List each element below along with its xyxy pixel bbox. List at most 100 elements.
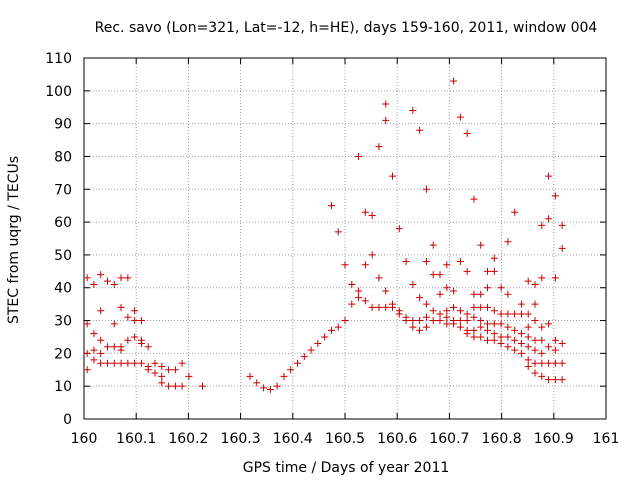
data-points <box>83 77 566 393</box>
data-point <box>158 362 166 370</box>
data-point <box>463 317 471 325</box>
data-point <box>416 317 424 325</box>
data-point <box>124 336 132 344</box>
data-point <box>382 303 390 311</box>
data-point <box>422 300 430 308</box>
data-point <box>524 323 532 331</box>
data-point <box>253 379 261 387</box>
data-point <box>463 310 471 318</box>
data-point <box>551 274 559 282</box>
data-point <box>117 303 125 311</box>
data-point <box>90 356 98 364</box>
data-point <box>429 241 437 249</box>
data-point <box>334 323 342 331</box>
data-point <box>131 333 139 341</box>
data-point <box>273 382 281 390</box>
data-point <box>171 366 179 374</box>
data-point <box>103 359 111 367</box>
data-point <box>450 303 458 311</box>
data-point <box>416 126 424 134</box>
y-tick-label: 30 <box>54 314 72 330</box>
data-point <box>314 340 322 348</box>
data-point <box>497 333 505 341</box>
data-point <box>538 274 546 282</box>
data-point <box>517 300 525 308</box>
data-point <box>409 323 417 331</box>
x-axis-label: GPS time / Days of year 2011 <box>243 460 450 476</box>
data-point <box>436 317 444 325</box>
data-point <box>531 346 539 354</box>
data-point <box>524 277 532 285</box>
data-point <box>409 317 417 325</box>
data-point <box>517 310 525 318</box>
x-tick-label: 160 <box>71 431 98 447</box>
y-tick-label: 20 <box>54 346 72 362</box>
data-point <box>443 320 451 328</box>
data-point <box>538 221 546 229</box>
data-point <box>382 100 390 108</box>
y-tick-label: 10 <box>54 379 72 395</box>
data-point <box>409 280 417 288</box>
data-point <box>348 300 356 308</box>
data-point <box>484 320 492 328</box>
data-point <box>131 359 139 367</box>
data-point <box>511 326 519 334</box>
data-point <box>524 310 532 318</box>
y-tick-label: 60 <box>54 215 72 231</box>
data-point <box>545 320 553 328</box>
y-tick-label: 80 <box>54 149 72 165</box>
data-point <box>341 261 349 269</box>
data-point <box>538 372 546 380</box>
data-point <box>131 317 139 325</box>
data-point <box>361 297 369 305</box>
data-point <box>504 310 512 318</box>
x-tick-label: 160.4 <box>273 431 313 447</box>
data-point <box>490 267 498 275</box>
data-point <box>124 274 132 282</box>
data-point <box>361 261 369 269</box>
data-point <box>327 326 335 334</box>
data-point <box>450 320 458 328</box>
data-point <box>551 376 559 384</box>
data-point <box>511 208 519 216</box>
data-point <box>389 172 397 180</box>
data-point <box>422 323 430 331</box>
data-point <box>402 317 410 325</box>
data-point <box>131 307 139 315</box>
data-point <box>490 307 498 315</box>
data-point <box>558 221 566 229</box>
data-point <box>97 307 105 315</box>
data-point <box>83 320 91 328</box>
data-point <box>558 376 566 384</box>
y-tick-label: 50 <box>54 248 72 264</box>
data-point <box>368 212 376 220</box>
y-tick-label: 90 <box>54 117 72 133</box>
data-point <box>103 277 111 285</box>
data-point <box>531 369 539 377</box>
data-point <box>416 326 424 334</box>
data-point <box>382 287 390 295</box>
data-point <box>477 241 485 249</box>
data-point <box>490 320 498 328</box>
data-point <box>165 366 173 374</box>
data-point <box>558 340 566 348</box>
data-point <box>484 284 492 292</box>
data-point <box>422 257 430 265</box>
data-point <box>456 307 464 315</box>
data-point <box>144 366 152 374</box>
data-point <box>504 290 512 298</box>
data-point <box>497 320 505 328</box>
y-tick-label: 70 <box>54 182 72 198</box>
data-point <box>341 317 349 325</box>
data-point <box>110 280 118 288</box>
data-point <box>436 271 444 279</box>
data-point <box>117 346 125 354</box>
data-point <box>484 336 492 344</box>
data-point <box>551 346 559 354</box>
y-axis-label: STEC from uqrg / TECUs <box>6 156 22 324</box>
data-point <box>382 116 390 124</box>
data-point <box>97 271 105 279</box>
data-point <box>361 208 369 216</box>
data-point <box>538 336 546 344</box>
data-point <box>293 359 301 367</box>
